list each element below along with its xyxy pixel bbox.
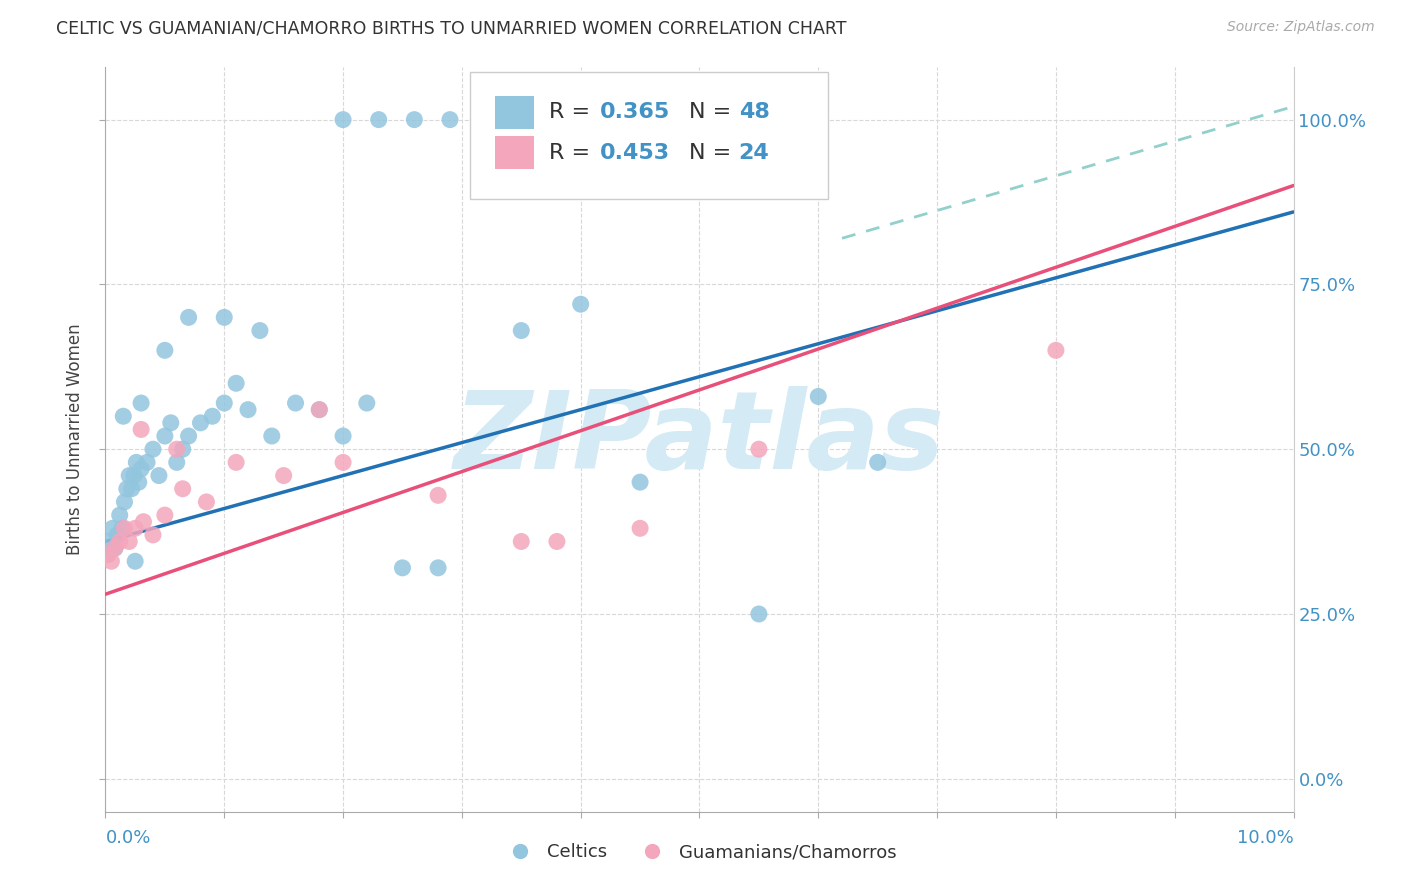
Point: [153, 508, 176, 522]
Point: [166, 442, 188, 457]
Point: [356, 396, 378, 410]
Point: [546, 534, 568, 549]
FancyBboxPatch shape: [470, 72, 828, 200]
Point: [195, 495, 218, 509]
Point: [866, 455, 889, 469]
Point: [172, 442, 194, 457]
Point: [98, 534, 121, 549]
Point: [159, 416, 181, 430]
Point: [97, 548, 120, 562]
Point: [136, 455, 159, 469]
Point: [190, 416, 212, 430]
Point: [129, 422, 152, 436]
Text: R =: R =: [548, 103, 598, 122]
Point: [112, 409, 135, 424]
Point: [308, 402, 330, 417]
Point: [807, 389, 830, 403]
Point: [1045, 343, 1067, 358]
Point: [332, 429, 354, 443]
Point: [404, 112, 426, 127]
FancyBboxPatch shape: [495, 96, 534, 128]
Point: [114, 495, 136, 509]
Point: [124, 521, 146, 535]
Point: [121, 482, 143, 496]
Point: [214, 396, 236, 410]
Point: [628, 475, 651, 490]
Legend: Celtics, Guamanians/Chamorros: Celtics, Guamanians/Chamorros: [495, 836, 904, 868]
Point: [128, 475, 150, 490]
Text: CELTIC VS GUAMANIAN/CHAMORRO BIRTHS TO UNMARRIED WOMEN CORRELATION CHART: CELTIC VS GUAMANIAN/CHAMORRO BIRTHS TO U…: [56, 20, 846, 37]
Point: [628, 521, 651, 535]
Point: [177, 310, 200, 325]
Point: [101, 521, 124, 535]
Point: [105, 528, 128, 542]
Point: [108, 534, 131, 549]
Point: [142, 442, 165, 457]
Point: [260, 429, 283, 443]
Text: ZIPatlas: ZIPatlas: [454, 386, 945, 492]
Point: [236, 402, 259, 417]
Text: 24: 24: [738, 143, 769, 162]
Point: [498, 112, 520, 127]
Text: 0.0%: 0.0%: [105, 829, 150, 847]
Point: [104, 541, 127, 555]
Point: [132, 515, 155, 529]
Point: [177, 429, 200, 443]
Point: [129, 396, 152, 410]
Point: [100, 554, 122, 568]
Point: [332, 455, 354, 469]
Point: [510, 324, 533, 338]
FancyBboxPatch shape: [495, 136, 534, 169]
Text: Source: ZipAtlas.com: Source: ZipAtlas.com: [1227, 20, 1375, 34]
Point: [391, 561, 413, 575]
Point: [108, 508, 131, 522]
Point: [129, 462, 152, 476]
Point: [104, 541, 127, 555]
Point: [124, 554, 146, 568]
Point: [122, 468, 145, 483]
Point: [510, 534, 533, 549]
Text: R =: R =: [548, 143, 598, 162]
Point: [748, 607, 770, 621]
Point: [284, 396, 307, 410]
Point: [427, 488, 450, 502]
Point: [201, 409, 224, 424]
Point: [118, 534, 141, 549]
Point: [214, 310, 236, 325]
Point: [225, 376, 247, 391]
Point: [97, 548, 120, 562]
Text: 0.453: 0.453: [600, 143, 669, 162]
Point: [125, 455, 148, 469]
Point: [439, 112, 461, 127]
Text: 48: 48: [738, 103, 769, 122]
Text: N =: N =: [689, 103, 738, 122]
Y-axis label: Births to Unmarried Women: Births to Unmarried Women: [66, 324, 84, 555]
Point: [273, 468, 295, 483]
Point: [153, 343, 176, 358]
Point: [225, 455, 247, 469]
Text: 10.0%: 10.0%: [1237, 829, 1294, 847]
Point: [153, 429, 176, 443]
Text: 0.365: 0.365: [600, 103, 669, 122]
Point: [427, 561, 450, 575]
Point: [249, 324, 271, 338]
Point: [308, 402, 330, 417]
Point: [111, 521, 134, 535]
Text: N =: N =: [689, 143, 738, 162]
Point: [748, 442, 770, 457]
Point: [118, 468, 141, 483]
Point: [114, 521, 136, 535]
Point: [569, 297, 592, 311]
Point: [115, 482, 138, 496]
Point: [522, 112, 544, 127]
Point: [166, 455, 188, 469]
Point: [142, 528, 165, 542]
Point: [332, 112, 354, 127]
Point: [148, 468, 170, 483]
Point: [367, 112, 389, 127]
Point: [172, 482, 194, 496]
